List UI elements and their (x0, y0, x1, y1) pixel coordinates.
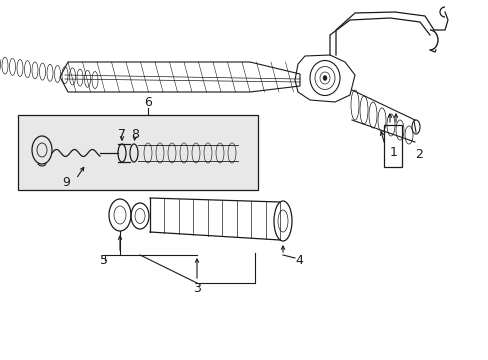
Text: 1: 1 (389, 145, 397, 158)
Text: 2: 2 (414, 148, 422, 162)
Text: 9: 9 (62, 175, 70, 189)
Text: 6: 6 (144, 95, 152, 108)
Bar (18, 115, 258, 190)
Bar (383, 125, 401, 167)
Text: 3: 3 (193, 282, 201, 294)
Text: 5: 5 (100, 253, 108, 266)
Text: 7: 7 (118, 127, 126, 140)
Text: 8: 8 (131, 127, 139, 140)
Ellipse shape (323, 76, 326, 81)
Text: 4: 4 (294, 253, 302, 266)
